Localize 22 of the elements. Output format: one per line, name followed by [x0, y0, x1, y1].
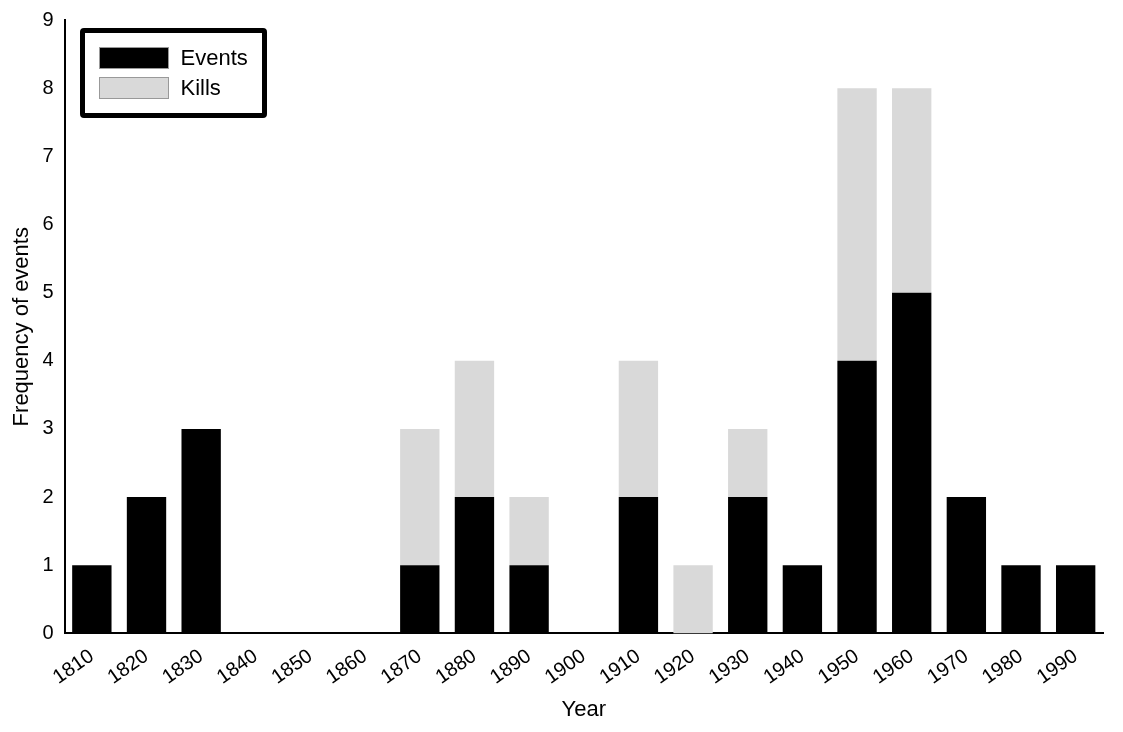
y-tick-label: 0: [42, 620, 54, 643]
legend-label: Kills: [180, 75, 221, 101]
legend-label: Events: [180, 45, 248, 71]
y-axis-title: Frequency of events: [8, 227, 34, 427]
bar: [400, 428, 440, 566]
y-tick-label: 4: [42, 348, 54, 371]
bar: [728, 428, 768, 498]
y-tick-label: 1: [42, 552, 54, 575]
bar: [618, 360, 659, 498]
bar: [454, 360, 495, 498]
y-tick-label: 5: [42, 280, 54, 303]
bar: [837, 88, 877, 361]
bar: [892, 88, 932, 293]
y-tick-label: 6: [42, 211, 54, 234]
y-tick-label: 7: [42, 143, 54, 166]
bar: [509, 497, 549, 566]
bar: [673, 565, 713, 634]
y-tick-label: 9: [42, 7, 54, 30]
y-tick-label: 2: [42, 484, 54, 507]
y-tick-label: 3: [42, 416, 54, 439]
x-axis-title: Year: [561, 695, 606, 721]
y-tick-label: 8: [42, 75, 54, 98]
